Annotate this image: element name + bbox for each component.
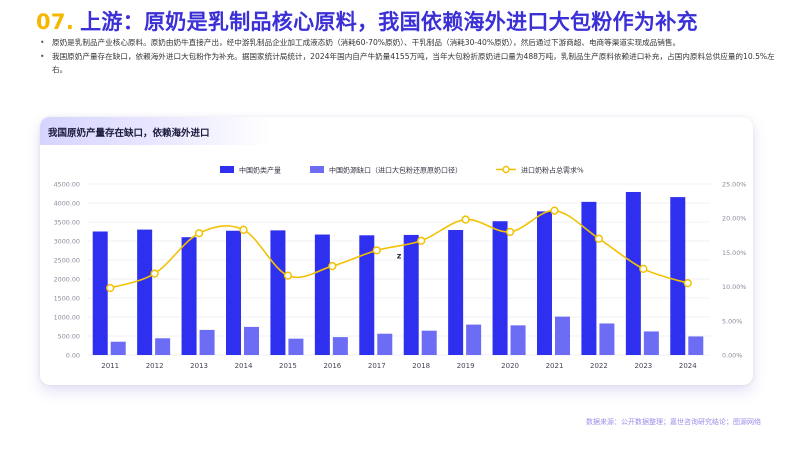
bar-production <box>625 191 641 355</box>
y-left-tick-label: 500.00 <box>58 333 80 341</box>
bar-production <box>359 235 375 355</box>
card-title: 我国原奶产量存在缺口，依赖海外进口 <box>48 128 210 139</box>
y-right-tick-label: 20.00% <box>722 215 746 223</box>
x-tick-label: 2015 <box>279 362 297 370</box>
line-point <box>461 215 470 224</box>
bar-gap <box>377 333 393 355</box>
y-right-tick-label: 10.00% <box>722 283 746 291</box>
x-tick-label: 2016 <box>323 362 341 370</box>
bar-production <box>581 201 597 355</box>
y-right-tick-label: 25.00% <box>722 181 746 189</box>
line-point <box>283 271 293 280</box>
y-left-tick-label: 3500.00 <box>54 219 80 227</box>
y-left-tick-label: 2500.00 <box>54 257 80 265</box>
bar-gap <box>244 326 259 355</box>
bar-production <box>226 230 241 355</box>
x-tick-label: 2013 <box>190 362 208 370</box>
bar-gap <box>421 330 437 355</box>
legend-line-marker <box>502 165 510 174</box>
line-point <box>594 234 604 243</box>
bar-production <box>270 230 286 355</box>
bar-gap <box>643 331 659 355</box>
title-text: 上游：原奶是乳制品核心原料，我国依赖海外进口大包粉作为补充 <box>80 10 698 34</box>
bar-production <box>448 229 464 355</box>
x-tick-label: 2024 <box>679 362 697 370</box>
bar-gap <box>599 323 615 355</box>
bar-production <box>403 234 419 355</box>
x-tick-label: 2019 <box>457 362 475 370</box>
x-tick-label: 2011 <box>101 362 119 370</box>
page-title: 07. 上游：原奶是乳制品核心原料，我国依赖海外进口大包粉作为补充 <box>36 6 698 36</box>
y-right-tick-label: 5.00% <box>722 317 742 325</box>
y-left-tick-label: 1000.00 <box>54 314 80 322</box>
line-point <box>372 246 381 255</box>
bar-production <box>537 211 552 355</box>
bar-production <box>92 231 108 355</box>
line-point <box>328 261 337 271</box>
line-point <box>150 269 159 278</box>
line-import-share <box>109 209 689 289</box>
bar-gap <box>288 338 304 355</box>
x-tick-label: 2012 <box>146 362 164 370</box>
bar-production <box>670 197 686 355</box>
bar-gap <box>155 338 171 355</box>
y-left-tick-label: 0.00 <box>66 352 80 360</box>
bar-gap <box>555 316 570 355</box>
section-number: 07. <box>36 10 75 34</box>
bar-gap <box>510 325 526 355</box>
y-left-tick-label: 4000.00 <box>54 200 80 208</box>
legend-label: 中国奶类产量 <box>239 166 281 175</box>
line-point <box>239 225 248 234</box>
bullet-list: • 原奶是乳制品产业核心原料。原奶由奶牛直接产出，经中游乳制品企业加工成液态奶（… <box>40 36 780 77</box>
line-point <box>106 283 115 293</box>
data-source: 数据来源：公开数据整理；嘉世咨询研究结论；图源网络 <box>586 418 761 426</box>
bar-production <box>492 221 508 355</box>
y-left-tick-label: 2000.00 <box>54 276 80 284</box>
x-tick-label: 2014 <box>235 362 253 370</box>
legend-label: 进口奶粉占总需求% <box>521 166 584 175</box>
card-header <box>40 117 270 145</box>
line-point <box>417 236 426 245</box>
x-tick-label: 2023 <box>634 362 652 370</box>
legend-swatch <box>220 166 234 173</box>
bar-production <box>314 234 330 355</box>
legend-swatch <box>310 166 324 173</box>
x-tick-label: 2021 <box>546 362 564 370</box>
bar-production <box>181 237 197 355</box>
y-left-tick-label: 3000.00 <box>54 238 80 246</box>
bullet-dot-icon: • <box>40 52 45 61</box>
bar-gap <box>466 324 482 355</box>
x-tick-label: 2018 <box>412 362 430 370</box>
line-point <box>505 227 515 237</box>
chart-annotation: z <box>397 251 402 260</box>
x-tick-label: 2017 <box>368 362 386 370</box>
bar-gap <box>332 337 348 355</box>
line-point <box>683 279 692 288</box>
legend-label: 中国奶源缺口（进口大包粉还原原奶口径） <box>329 166 462 175</box>
bullet-text: 我国原奶产量存在缺口，依赖海外进口大包粉作为补充。据国家统计局统计，2024年国… <box>52 52 775 74</box>
bar-production <box>137 229 153 355</box>
line-point <box>639 264 648 273</box>
line-point <box>550 206 559 215</box>
chart: 0.00 500.00 1000.00 1500.00 2000.00 2500.00 30… <box>54 165 747 371</box>
bar-gap <box>688 336 704 355</box>
x-tick-label: 2022 <box>590 362 608 370</box>
bar-gap <box>199 329 215 355</box>
y-left-tick-label: 1500.00 <box>54 295 80 303</box>
bullet-dot-icon: • <box>40 38 45 47</box>
chart-card: 我国原奶产量存在缺口，依赖海外进口 0.00 500.00 1000.00 1500.… <box>40 117 753 385</box>
y-right-tick-label: 15.00% <box>722 249 746 257</box>
bar-gap <box>110 341 126 355</box>
bullet-text: 原奶是乳制品产业核心原料。原奶由奶牛直接产出，经中游乳制品企业加工成液态奶（消耗… <box>52 38 681 47</box>
bullet-item: • 我国原奶产量存在缺口，依赖海外进口大包粉作为补充。据国家统计局统计，2024… <box>40 50 780 76</box>
line-point <box>194 229 204 238</box>
y-right-tick-label: 0.00% <box>722 352 742 360</box>
bullet-item: • 原奶是乳制品产业核心原料。原奶由奶牛直接产出，经中游乳制品企业加工成液态奶（… <box>40 36 780 49</box>
x-tick-label: 2020 <box>501 362 519 370</box>
y-left-tick-label: 4500.00 <box>54 181 80 189</box>
